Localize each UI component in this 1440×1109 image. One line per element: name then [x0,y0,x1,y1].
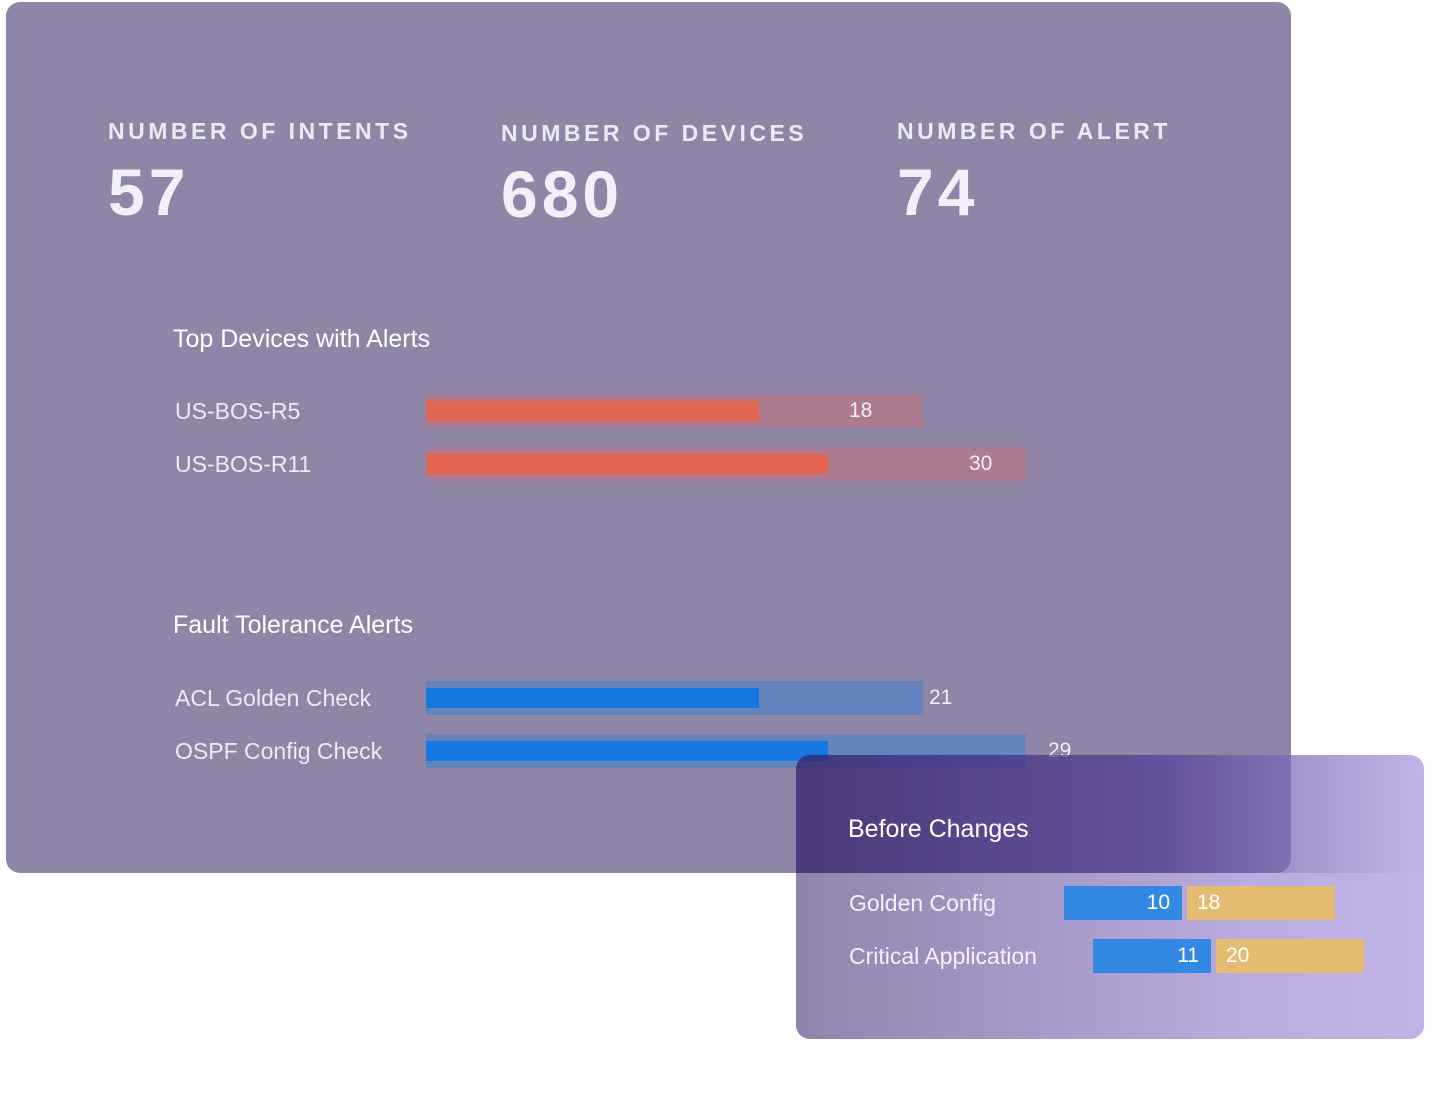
before-bar-critical-app-gold: 20 [1216,939,1364,973]
before-changes-card: Before Changes Golden Config 10 18 Criti… [796,755,1424,1039]
device-bar-r5 [426,401,759,421]
before-label-critical-app: Critical Application [849,943,1037,969]
fault-tolerance-title: Fault Tolerance Alerts [173,611,413,639]
stat-devices: NUMBER OF DEVICES 680 [501,120,807,227]
fault-bar-ospf [426,741,828,761]
before-bar-golden-config-gold: 18 [1187,886,1335,920]
fault-track-acl: 21 [426,681,952,715]
device-label-r5: US-BOS-R5 [175,398,301,424]
dashboard-panel: NUMBER OF INTENTS 57 NUMBER OF DEVICES 6… [6,2,1291,873]
before-bar-critical-app-blue: 11 [1093,939,1211,973]
stat-intents-value: 57 [108,155,190,229]
device-value-r11: 30 [969,452,993,475]
stat-alerts: NUMBER OF ALERT 74 [897,118,1171,225]
device-label-r11: US-BOS-R11 [175,451,312,477]
stat-devices-value: 680 [501,157,624,231]
before-bar-golden-config-blue: 10 [1064,886,1182,920]
before-changes-title: Before Changes [848,815,1029,843]
device-track-r11: 30 [426,447,1026,481]
fault-value-acl: 21 [929,686,953,709]
fault-track-ospf: 29 [426,734,1071,768]
fault-label-acl: ACL Golden Check [175,685,372,711]
device-bar-r11 [426,454,828,474]
stat-alerts-label: NUMBER OF ALERT [897,118,1171,144]
stat-devices-label: NUMBER OF DEVICES [501,120,808,146]
fault-label-ospf: OSPF Config Check [175,738,383,764]
device-value-r5: 18 [849,399,873,422]
stat-intents: NUMBER OF INTENTS 57 [108,118,412,225]
before-label-golden-config: Golden Config [849,890,997,916]
fault-bar-acl [426,688,759,708]
stat-alerts-value: 74 [897,155,979,229]
stat-intents-label: NUMBER OF INTENTS [108,118,412,144]
device-track-r5: 18 [426,394,923,428]
top-devices-title: Top Devices with Alerts [173,325,431,353]
